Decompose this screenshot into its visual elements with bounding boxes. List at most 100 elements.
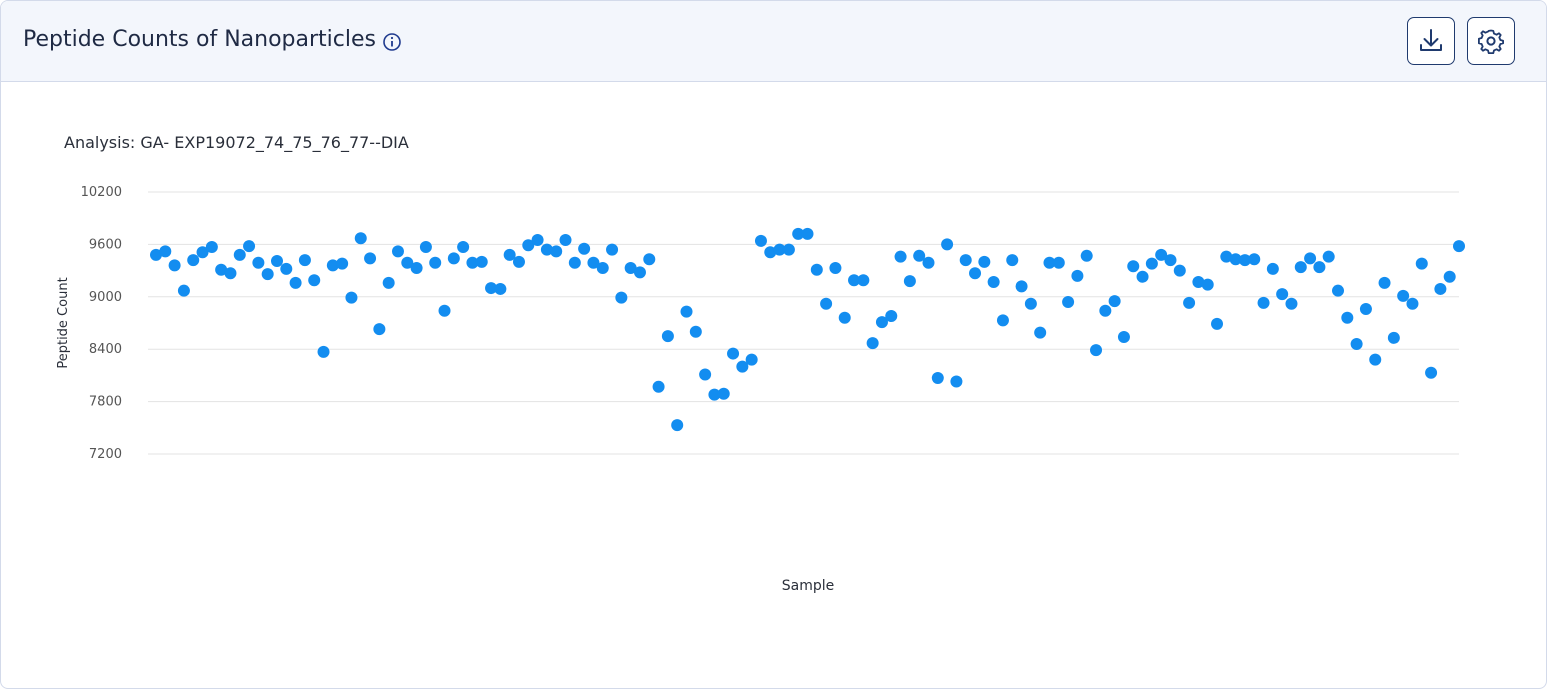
data-point: [150, 248, 162, 261]
data-point: [1173, 264, 1186, 277]
data-point: [1397, 289, 1410, 302]
y-axis-label: Peptide Count: [56, 277, 71, 368]
data-point: [1015, 280, 1028, 293]
download-button[interactable]: [1407, 17, 1455, 65]
data-point: [391, 245, 404, 258]
data-point: [1099, 304, 1112, 317]
data-point: [1071, 269, 1084, 282]
data-point: [233, 248, 246, 261]
data-point: [457, 241, 470, 254]
data-point: [633, 266, 646, 279]
data-point: [447, 252, 460, 265]
data-point: [643, 253, 656, 266]
data-point: [1453, 240, 1465, 253]
data-point: [717, 387, 730, 400]
data-point: [1108, 295, 1121, 308]
data-point: [1183, 296, 1196, 309]
data-point: [745, 353, 758, 366]
data-point: [875, 316, 888, 329]
data-point: [754, 234, 767, 247]
data-point: [280, 262, 293, 275]
data-point: [736, 360, 749, 373]
data-point: [1080, 249, 1093, 262]
data-point: [1117, 330, 1130, 343]
data-point: [1332, 284, 1345, 297]
data-point: [187, 254, 200, 267]
data-point: [1415, 257, 1428, 270]
data-point: [1266, 262, 1279, 275]
data-point: [1220, 250, 1233, 263]
data-point: [1155, 248, 1168, 261]
data-point: [848, 274, 861, 287]
data-point: [252, 256, 265, 269]
y-tick-label: 9600: [89, 237, 122, 252]
card-header: Peptide Counts of Nanoparticles: [1, 1, 1546, 82]
download-icon: [1420, 29, 1442, 51]
data-point: [764, 246, 777, 259]
data-point: [782, 243, 795, 256]
data-point: [708, 388, 721, 401]
data-point: [401, 256, 414, 269]
data-point: [270, 254, 283, 267]
data-point: [512, 255, 525, 268]
data-point: [1369, 353, 1382, 366]
data-point: [1322, 250, 1335, 263]
data-point: [177, 284, 190, 297]
data-point: [298, 254, 311, 267]
data-point: [913, 249, 926, 262]
data-point: [866, 337, 879, 350]
data-point: [1350, 337, 1363, 350]
chart-title: Peptide Counts of Nanoparticles: [23, 27, 376, 52]
data-point: [1062, 296, 1075, 309]
data-point: [1043, 256, 1056, 269]
data-point: [1406, 297, 1419, 310]
data-point: [987, 275, 1000, 288]
data-point: [522, 239, 535, 252]
data-point: [205, 241, 218, 254]
data-point: [1434, 282, 1447, 295]
data-point: [596, 261, 609, 274]
data-point: [1229, 253, 1242, 266]
y-tick-label: 7200: [89, 447, 122, 462]
data-point: [438, 304, 451, 317]
data-point: [996, 314, 1009, 327]
data-point: [568, 256, 581, 269]
data-point: [838, 311, 851, 324]
data-point: [317, 345, 330, 358]
data-point: [689, 325, 702, 338]
data-point: [308, 274, 321, 287]
settings-button[interactable]: [1467, 17, 1515, 65]
data-point: [624, 261, 637, 274]
data-point: [699, 368, 712, 381]
data-point: [652, 380, 665, 393]
data-point: [196, 246, 209, 259]
data-point: [801, 227, 814, 240]
data-point: [1006, 254, 1019, 267]
data-point: [857, 274, 870, 287]
data-point: [1304, 252, 1317, 265]
data-point: [1201, 278, 1214, 291]
data-point: [531, 234, 544, 247]
data-point: [1211, 317, 1224, 330]
data-point: [1341, 311, 1354, 324]
data-point: [1387, 331, 1400, 344]
data-point: [903, 275, 916, 288]
info-icon[interactable]: [382, 32, 402, 52]
data-point: [243, 240, 256, 253]
data-point: [419, 241, 432, 254]
data-point: [727, 347, 740, 360]
data-point: [1164, 254, 1177, 267]
data-point: [969, 267, 982, 280]
data-point: [345, 291, 358, 304]
data-point: [1145, 257, 1158, 270]
data-point: [224, 267, 237, 280]
data-point: [1313, 261, 1326, 274]
data-point: [429, 256, 442, 269]
data-point: [885, 310, 898, 323]
data-point: [792, 227, 805, 240]
data-point: [1192, 275, 1205, 288]
data-point: [494, 282, 507, 295]
data-point: [680, 305, 693, 318]
data-point: [941, 238, 954, 251]
